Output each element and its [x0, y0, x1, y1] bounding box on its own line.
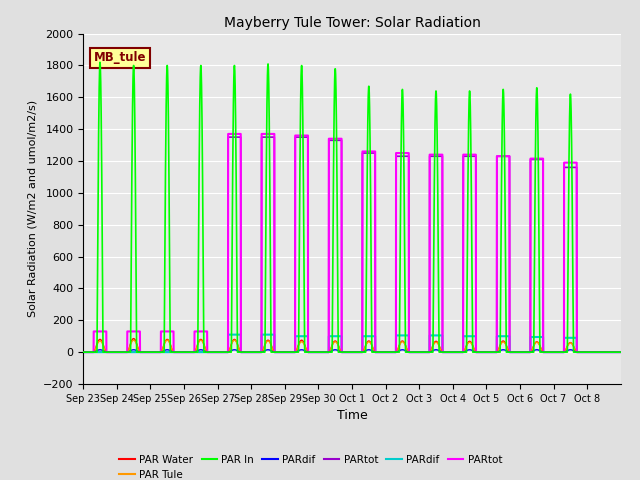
Legend: PAR Water, PAR Tule, PAR In, PARdif, PARtot, PARdif, PARtot: PAR Water, PAR Tule, PAR In, PARdif, PAR… [115, 450, 506, 480]
Text: MB_tule: MB_tule [94, 51, 147, 64]
Y-axis label: Solar Radiation (W/m2 and umol/m2/s): Solar Radiation (W/m2 and umol/m2/s) [28, 100, 37, 317]
X-axis label: Time: Time [337, 409, 367, 422]
Title: Mayberry Tule Tower: Solar Radiation: Mayberry Tule Tower: Solar Radiation [223, 16, 481, 30]
